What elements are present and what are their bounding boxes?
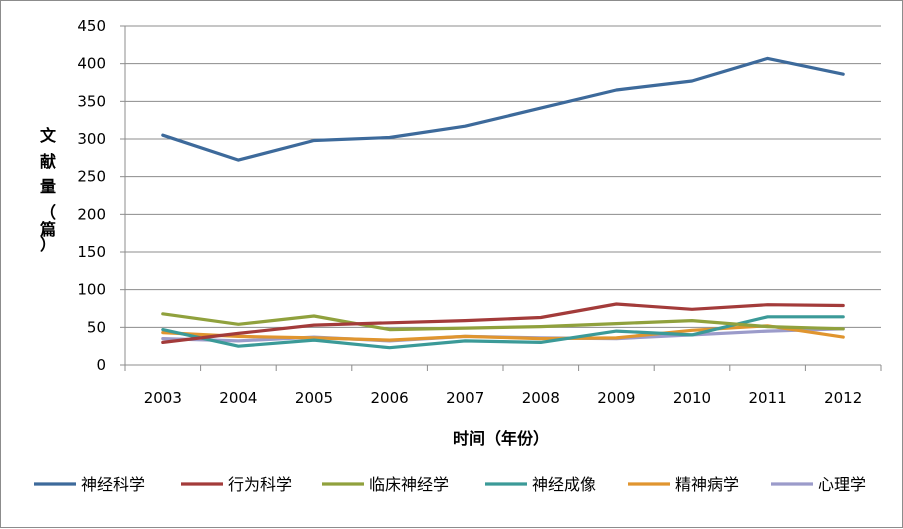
x-tick-label: 2005 [295, 389, 333, 407]
x-tick-labels: 2003 2004 2005 2006 2007 2008 2009 2010 2011 2012 [144, 389, 863, 407]
y-tick-label: 0 [96, 356, 106, 374]
y-axis-title-char: 献 [40, 152, 56, 171]
y-tick-label: 250 [77, 168, 106, 186]
x-tick-label: 2009 [597, 389, 635, 407]
y-axis-title-char: 量 [40, 177, 56, 196]
legend-label: 行为科学 [228, 475, 292, 494]
y-tick-label: 100 [77, 281, 106, 299]
legend-label: 神经科学 [81, 475, 145, 494]
y-axis-title-char: ） [40, 235, 56, 254]
x-tick-label: 2008 [522, 389, 560, 407]
y-tick-label: 400 [77, 55, 106, 73]
y-tick-label: 300 [77, 130, 106, 148]
x-tick-label: 2011 [749, 389, 787, 407]
x-tick-label: 2006 [371, 389, 409, 407]
x-tick-label: 2003 [144, 389, 182, 407]
gridlines [120, 26, 881, 365]
x-axis-title: 时间（年份） [453, 429, 549, 448]
legend-label: 精神病学 [675, 475, 739, 494]
x-tick-label: 2004 [219, 389, 257, 407]
y-axis-title-char: 文 [40, 126, 57, 145]
y-tick-label: 350 [77, 92, 106, 110]
x-tick-label: 2007 [446, 389, 484, 407]
x-tick-label: 2010 [673, 389, 711, 407]
series-line-0 [163, 58, 843, 160]
y-tick-label: 50 [87, 318, 106, 336]
y-tick-label: 450 [77, 17, 106, 35]
y-tick-labels: 0 50 100 150 200 250 300 350 400 450 [77, 17, 106, 374]
y-axis-title: 文献量（篇） [39, 126, 57, 254]
x-tick-label: 2012 [824, 389, 862, 407]
legend-label: 心理学 [818, 475, 866, 494]
y-tick-label: 200 [77, 205, 106, 223]
legend-label: 神经成像 [532, 475, 596, 494]
legend: 神经科学 行为科学 临床神经学 神经成像 精神病学 心理学 [34, 475, 866, 494]
legend-label: 临床神经学 [369, 475, 449, 494]
y-tick-label: 150 [77, 243, 106, 261]
